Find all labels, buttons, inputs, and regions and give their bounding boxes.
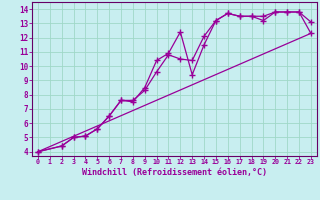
X-axis label: Windchill (Refroidissement éolien,°C): Windchill (Refroidissement éolien,°C) [82,168,267,177]
